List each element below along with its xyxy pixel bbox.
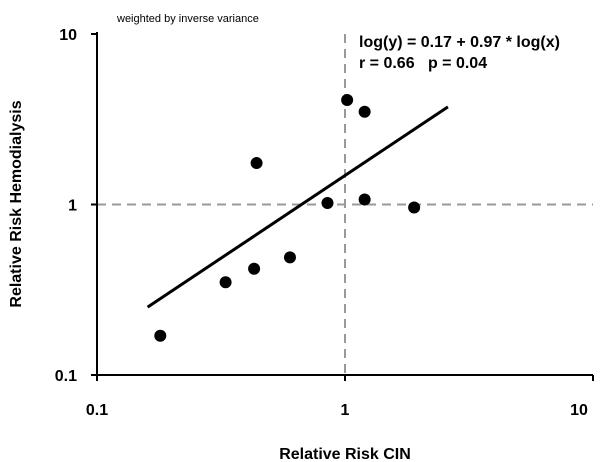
regression-equation: log(y) = 0.17 + 0.97 * log(x) — [359, 34, 560, 51]
data-point — [250, 157, 263, 170]
correlation-stats: r = 0.66 p = 0.04 — [359, 55, 487, 72]
regression-line — [146, 105, 449, 309]
weighting-note: weighted by inverse variance — [116, 13, 259, 25]
data-point — [248, 262, 261, 275]
data-point — [219, 276, 232, 289]
x-tick-label: 10 — [570, 402, 588, 419]
data-point — [154, 329, 167, 342]
data-point — [283, 251, 296, 264]
y-tick-label: 10 — [59, 27, 77, 44]
data-point — [408, 201, 421, 214]
data-point — [358, 105, 371, 118]
tick-labels: 0.1 1 10 0.1 1 10 — [55, 27, 594, 419]
data-point — [321, 197, 334, 210]
x-axis-title: Relative Risk CIN — [279, 446, 411, 462]
data-point — [358, 193, 371, 206]
y-tick-label: 1 — [68, 198, 77, 215]
y-axis-title: Relative Risk Hemodialysis — [8, 100, 25, 307]
reference-lines — [97, 34, 593, 375]
data-points — [154, 94, 421, 342]
x-tick-label: 1 — [341, 402, 350, 419]
regression-line-segment — [146, 105, 449, 309]
x-tick-label: 0.1 — [86, 402, 108, 419]
y-tick-label: 0.1 — [55, 368, 77, 385]
data-point — [341, 94, 354, 107]
